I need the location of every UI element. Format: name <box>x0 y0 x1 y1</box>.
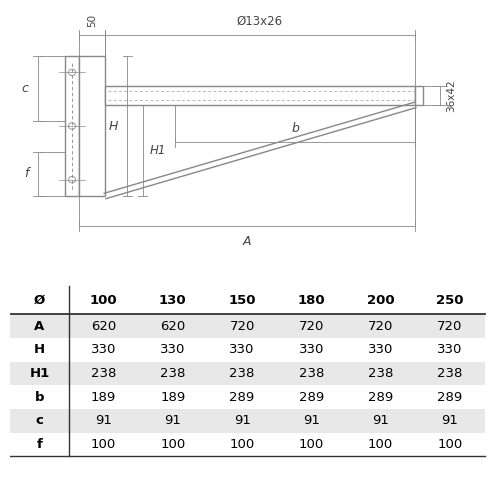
Text: 91: 91 <box>442 414 458 428</box>
Text: 289: 289 <box>368 390 394 404</box>
Text: 91: 91 <box>372 414 389 428</box>
Text: 720: 720 <box>298 320 324 332</box>
Text: 289: 289 <box>438 390 462 404</box>
Text: 100: 100 <box>90 294 118 307</box>
Text: 238: 238 <box>160 367 186 380</box>
Text: 330: 330 <box>160 344 186 356</box>
Text: 720: 720 <box>368 320 394 332</box>
Bar <box>10 362 484 386</box>
Bar <box>10 314 484 338</box>
Text: 100: 100 <box>160 438 186 451</box>
Bar <box>10 409 484 432</box>
Text: 50: 50 <box>87 14 97 26</box>
Text: H1: H1 <box>150 144 166 157</box>
Text: 150: 150 <box>228 294 256 307</box>
Text: A: A <box>243 234 252 248</box>
Text: 91: 91 <box>303 414 320 428</box>
Text: 620: 620 <box>91 320 116 332</box>
Text: 100: 100 <box>299 438 324 451</box>
Text: 100: 100 <box>230 438 254 451</box>
Text: 250: 250 <box>436 294 464 307</box>
Text: 189: 189 <box>91 390 116 404</box>
Text: 100: 100 <box>438 438 462 451</box>
Text: 289: 289 <box>299 390 324 404</box>
Text: Ø13x26: Ø13x26 <box>237 15 283 28</box>
Text: 238: 238 <box>298 367 324 380</box>
Text: c: c <box>36 414 44 428</box>
Text: 330: 330 <box>368 344 394 356</box>
Text: 180: 180 <box>298 294 325 307</box>
Bar <box>415 86 422 105</box>
Text: 330: 330 <box>438 344 462 356</box>
Text: H1: H1 <box>30 367 50 380</box>
Text: H: H <box>109 120 118 132</box>
Text: 36x42: 36x42 <box>446 80 456 112</box>
Bar <box>79 56 105 196</box>
Text: H: H <box>34 344 45 356</box>
Text: b: b <box>34 390 44 404</box>
Bar <box>105 86 415 105</box>
Text: 100: 100 <box>368 438 394 451</box>
Text: b: b <box>291 122 299 136</box>
Text: A: A <box>34 320 44 332</box>
Text: 238: 238 <box>91 367 116 380</box>
Text: 100: 100 <box>91 438 116 451</box>
Text: f: f <box>36 438 43 451</box>
Text: 130: 130 <box>159 294 186 307</box>
Text: 238: 238 <box>438 367 462 380</box>
Text: 91: 91 <box>164 414 182 428</box>
Bar <box>65 56 79 196</box>
Text: 189: 189 <box>160 390 186 404</box>
Text: 720: 720 <box>230 320 255 332</box>
Text: 289: 289 <box>230 390 254 404</box>
Text: 200: 200 <box>367 294 394 307</box>
Text: 238: 238 <box>368 367 394 380</box>
Text: 330: 330 <box>91 344 116 356</box>
Text: Ø: Ø <box>34 294 45 307</box>
Text: 620: 620 <box>160 320 186 332</box>
Text: f: f <box>24 168 28 180</box>
Text: 330: 330 <box>298 344 324 356</box>
Text: 91: 91 <box>234 414 250 428</box>
Text: 238: 238 <box>230 367 255 380</box>
Text: c: c <box>22 82 29 95</box>
Text: 330: 330 <box>230 344 255 356</box>
Text: 720: 720 <box>438 320 462 332</box>
Text: 91: 91 <box>95 414 112 428</box>
